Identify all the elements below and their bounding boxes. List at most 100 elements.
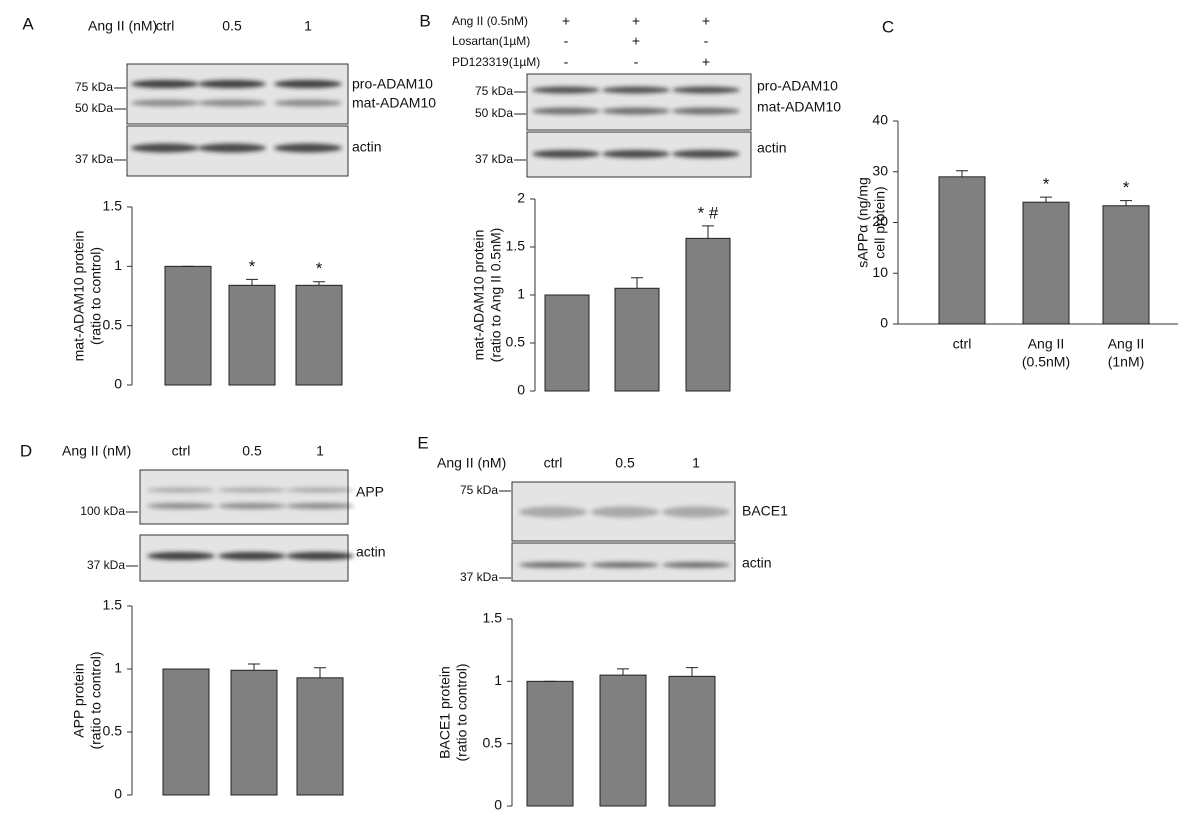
y-axis-label: (ratio to control)	[88, 247, 104, 345]
size-marker: 50 kDa	[475, 106, 513, 120]
y-tick-label: 30	[872, 162, 888, 178]
treatment-sign: +	[702, 13, 710, 29]
y-tick-label: 0	[114, 376, 122, 392]
blot-band	[274, 143, 342, 153]
y-axis-label: mat-ADAM10 protein	[71, 231, 87, 362]
lane-label: 1	[692, 455, 700, 471]
y-tick-label: 1.5	[506, 238, 526, 254]
blot-band	[602, 107, 670, 115]
error-bar	[314, 667, 326, 678]
band-label: actin	[356, 544, 386, 560]
lane-label: 1	[316, 443, 324, 459]
bar	[230, 669, 278, 796]
y-tick-label: 1.5	[483, 610, 503, 626]
bar	[526, 680, 574, 807]
lane-label: ctrl	[172, 443, 191, 459]
blot-image	[511, 542, 736, 582]
lane-label: 1	[304, 18, 312, 34]
y-axis-label: cell protein)	[872, 186, 888, 258]
bar	[668, 675, 716, 807]
lane-label: ctrl	[156, 18, 175, 34]
bar	[164, 265, 212, 386]
blot-band	[147, 487, 215, 493]
treatment-sign: +	[562, 13, 570, 29]
y-tick-label: 1	[114, 660, 122, 676]
blot-image	[526, 73, 752, 131]
error-bar	[313, 281, 325, 286]
band-label: pro-ADAM10	[757, 78, 838, 94]
panel-label: A	[22, 14, 34, 33]
error-bar	[248, 663, 260, 671]
bar	[685, 237, 731, 392]
blot-band	[198, 99, 266, 107]
treatment-sign: +	[632, 13, 640, 29]
blot-band	[662, 562, 730, 568]
blot-image	[126, 63, 349, 125]
error-bar	[1120, 200, 1132, 206]
y-tick-label: 1	[114, 257, 122, 273]
y-tick-label: 2	[517, 190, 525, 206]
x-tick-label: ctrl	[953, 336, 972, 352]
y-tick-label: 1	[517, 286, 525, 302]
x-tick-label: Ang II	[1108, 336, 1145, 352]
panel-label: E	[417, 433, 428, 452]
lane-label: 0.5	[242, 443, 262, 459]
treatment-label: PD123319(1µM)	[452, 55, 540, 69]
lane-header: Ang II (nM)	[88, 18, 157, 34]
treatment-sign: -	[564, 33, 569, 49]
blot-band	[672, 86, 740, 94]
blot-band	[274, 99, 342, 107]
blot-band	[218, 503, 286, 509]
treatment-sign: +	[632, 33, 640, 49]
blot-band	[218, 487, 286, 493]
lane-label: 0.5	[222, 18, 242, 34]
x-tick-label: Ang II	[1028, 336, 1065, 352]
error-bar	[956, 170, 968, 177]
blot-band	[131, 143, 199, 153]
size-marker: 75 kDa	[475, 84, 513, 98]
treatment-sign: -	[634, 54, 639, 70]
significance-mark: *	[316, 259, 323, 278]
bar	[162, 668, 210, 796]
blot-band	[131, 99, 199, 107]
error-bar	[631, 277, 643, 289]
y-tick-label: 0	[880, 315, 888, 331]
blot-band	[198, 143, 266, 153]
size-marker: 37 kDa	[87, 558, 125, 572]
significance-mark: *	[1123, 178, 1130, 197]
y-tick-label: 0	[517, 382, 525, 398]
significance-mark: * #	[698, 203, 719, 222]
treatment-label: Ang II (0.5nM)	[452, 14, 528, 28]
y-tick-label: 0.5	[483, 734, 503, 750]
band-label: mat-ADAM10	[352, 95, 436, 111]
blot-image	[139, 469, 349, 525]
error-bar	[617, 668, 629, 676]
treatment-sign: -	[704, 33, 709, 49]
bar	[295, 284, 343, 386]
y-axis-label: sAPPα (ng/mg	[855, 177, 871, 268]
lane-header: Ang II (nM)	[62, 443, 131, 459]
blot-band	[274, 80, 342, 88]
blot-band	[286, 503, 354, 509]
blot-band	[602, 86, 670, 94]
band-label: APP	[356, 484, 384, 500]
y-axis-label: mat-ADAM10 protein	[471, 230, 487, 361]
blot-band	[672, 150, 740, 158]
error-bar	[702, 225, 714, 239]
y-tick-label: 0.5	[103, 723, 123, 739]
bar	[599, 674, 647, 807]
blot-band	[286, 487, 354, 493]
panel-label: C	[882, 17, 894, 36]
blot-band	[519, 562, 587, 568]
error-bar	[246, 278, 258, 286]
bar	[1022, 201, 1070, 325]
significance-mark: *	[249, 257, 256, 276]
y-axis-label: (ratio to control)	[88, 651, 104, 749]
y-axis-label: BACE1 protein	[437, 666, 453, 759]
blot-band	[218, 552, 286, 560]
error-bar	[1040, 196, 1052, 203]
blot-band	[147, 503, 215, 509]
bar	[614, 287, 660, 392]
treatment-sign: -	[564, 54, 569, 70]
